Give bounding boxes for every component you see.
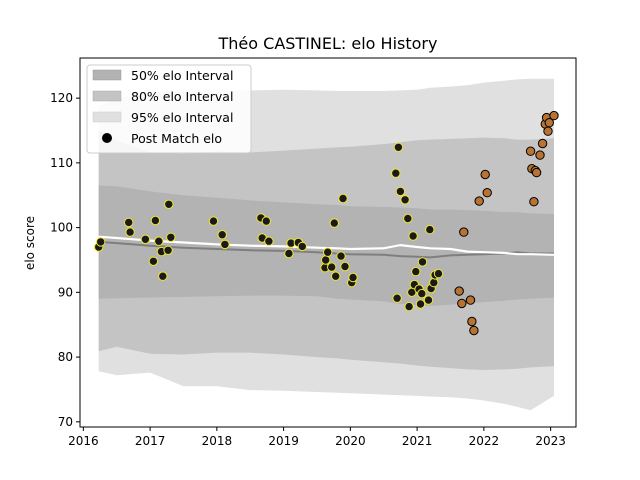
data-point-series-2: [454, 286, 464, 296]
data-point-series-1: [408, 231, 418, 241]
x-tick-label: 2018: [202, 434, 233, 448]
data-point-series-1: [417, 288, 427, 299]
data-point-series-1: [323, 247, 333, 257]
legend-label-95: 95% elo Interval: [131, 110, 233, 125]
data-point-series-1: [124, 217, 134, 228]
data-point-series-1: [391, 168, 401, 178]
y-tick-label: 90: [58, 285, 73, 299]
data-point-series-1: [261, 216, 271, 226]
data-point-series-1: [425, 224, 435, 235]
data-point-series-1: [148, 256, 159, 266]
chart-title: Théo CASTINEL: elo History: [218, 34, 438, 53]
data-point-series-1: [264, 236, 274, 246]
legend-marker-post-match: [102, 133, 112, 143]
data-point-series-1: [164, 199, 174, 210]
data-point-series-1: [433, 268, 444, 279]
data-point-series-1: [392, 293, 402, 303]
data-point-series-1: [297, 241, 307, 252]
mean-line: [98, 235, 555, 256]
legend-label-50: 50% elo Interval: [131, 68, 233, 83]
x-tick-label: 2021: [402, 434, 433, 448]
data-point-series-2: [482, 188, 492, 198]
plot-frame: [79, 57, 577, 428]
data-point-series-1: [403, 213, 413, 224]
data-point-series-2: [543, 126, 553, 136]
x-axis-ticks: 2016 2017 2018 2019 2020 2021 2022 2023: [68, 427, 566, 448]
data-point-series-1: [415, 299, 426, 309]
data-point-series-1: [125, 227, 135, 237]
data-point-series-2: [457, 298, 467, 309]
data-point-series-1: [331, 271, 341, 281]
data-point-series-2: [474, 196, 484, 206]
y-axis-label: elo score: [23, 216, 37, 270]
x-tick-label: 2020: [335, 434, 366, 448]
y-tick-label: 70: [58, 415, 73, 429]
data-point-series-1: [284, 248, 294, 259]
data-point-series-1: [163, 245, 173, 256]
legend-label-80: 80% elo Interval: [131, 89, 233, 104]
data-point-series-1: [417, 257, 428, 267]
data-point-series-1: [321, 255, 331, 265]
x-tick-label: 2016: [68, 434, 99, 448]
y-tick-label: 100: [50, 221, 73, 235]
data-point-series-2: [549, 110, 559, 121]
data-point-series-1: [429, 277, 439, 288]
data-point-series-1: [166, 232, 176, 243]
data-point-series-1: [348, 272, 358, 283]
data-point-series-1: [96, 237, 106, 247]
y-tick-label: 120: [50, 91, 73, 105]
x-tick-label: 2022: [469, 434, 500, 448]
data-point-series-1: [404, 301, 414, 312]
data-point-series-1: [340, 261, 350, 272]
data-point-series-1: [336, 251, 346, 261]
data-point-series-1: [158, 271, 168, 281]
data-point-series-1: [329, 218, 339, 228]
data-points: [94, 110, 559, 336]
x-tick-label: 2019: [268, 434, 299, 448]
data-point-series-1: [154, 236, 164, 246]
data-point-series-2: [469, 325, 479, 336]
data-point-series-2: [465, 295, 476, 305]
y-tick-label: 80: [58, 350, 73, 364]
data-point-series-1: [327, 262, 337, 272]
data-point-series-2: [480, 169, 490, 180]
y-tick-label: 110: [50, 156, 73, 170]
legend-box: [86, 64, 252, 154]
legend-swatch-95: [92, 111, 122, 123]
data-point-series-2: [525, 146, 536, 156]
data-point-series-2: [535, 150, 545, 160]
data-point-series-2: [467, 316, 477, 327]
legend-swatch-50: [92, 69, 122, 81]
data-point-series-2: [544, 118, 554, 128]
y-axis-ticks: 70 80 90 100 110 120: [50, 91, 80, 429]
data-point-series-1: [338, 193, 348, 204]
data-point-series-1: [395, 186, 406, 197]
data-point-series-2: [459, 227, 469, 237]
x-tick-label: 2017: [135, 434, 166, 448]
data-point-series-1: [411, 266, 421, 277]
data-point-series-1: [393, 142, 404, 153]
data-point-series-1: [140, 234, 151, 245]
data-point-series-2: [529, 197, 539, 207]
data-point-series-1: [208, 216, 219, 226]
trend-lines: [98, 235, 555, 259]
legend: 50% elo Interval 80% elo Interval 95% el…: [86, 64, 252, 154]
data-point-series-1: [150, 215, 161, 226]
data-point-series-1: [423, 295, 434, 305]
data-point-series-1: [217, 230, 227, 240]
data-point-series-1: [220, 239, 230, 250]
x-tick-label: 2023: [535, 434, 566, 448]
data-point-series-1: [400, 195, 410, 205]
data-point-series-2: [531, 167, 542, 178]
legend-swatch-80: [92, 90, 122, 102]
legend-label-post-match: Post Match elo: [131, 131, 222, 146]
data-point-series-2: [537, 138, 548, 149]
interval-bands: [98, 78, 554, 411]
